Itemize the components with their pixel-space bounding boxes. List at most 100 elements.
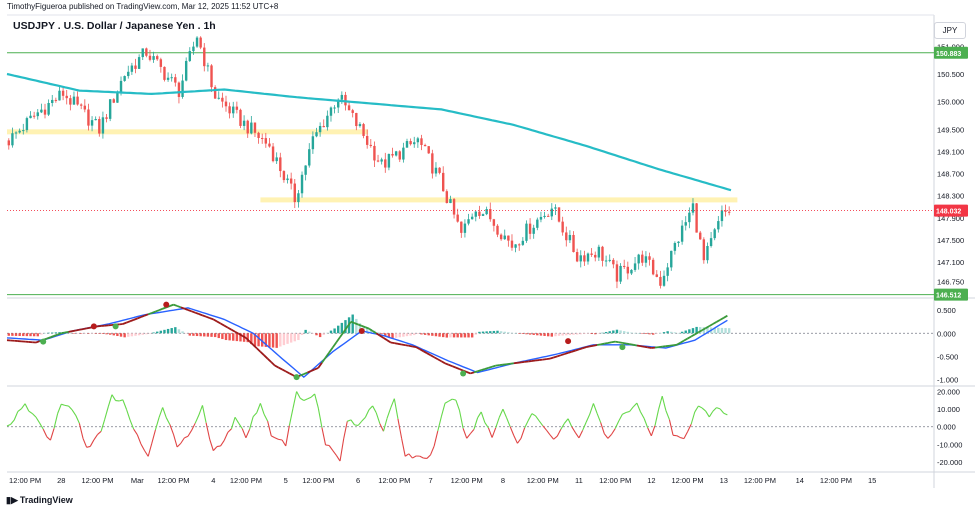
candle-body bbox=[65, 95, 68, 99]
macd-histogram-bar bbox=[36, 333, 39, 337]
macd-histogram-bar bbox=[228, 333, 231, 341]
oscillator-line-segment bbox=[162, 407, 167, 418]
oscillator-line-segment bbox=[553, 435, 558, 440]
candle-body bbox=[36, 112, 39, 117]
candle-body bbox=[184, 60, 188, 81]
macd-histogram-bar bbox=[315, 333, 318, 336]
macd-line-segment bbox=[342, 326, 349, 333]
oscillator-line-segment bbox=[216, 445, 221, 448]
candle-body bbox=[181, 80, 184, 97]
macd-axis-label: 0.000 bbox=[937, 329, 956, 338]
tradingview-logo[interactable]: ▮▶ TradingView bbox=[6, 495, 73, 506]
candle-body bbox=[431, 153, 434, 174]
macd-histogram-bar bbox=[170, 328, 173, 334]
oscillator-line-segment bbox=[133, 428, 138, 436]
candle-body bbox=[398, 151, 401, 160]
oscillator-line-segment bbox=[491, 427, 497, 438]
macd-histogram-bar bbox=[717, 327, 720, 334]
oscillator-line-segment bbox=[723, 412, 728, 416]
macd-line-segment bbox=[158, 307, 163, 312]
macd-histogram-bar bbox=[224, 333, 228, 341]
oscillator-line-segment bbox=[495, 417, 500, 428]
support-resistance-zone bbox=[7, 129, 369, 135]
macd-line-segment bbox=[593, 344, 598, 347]
macd-line-segment bbox=[194, 311, 200, 315]
candle-body bbox=[615, 264, 619, 282]
oscillator-line-segment bbox=[35, 416, 41, 424]
macd-histogram-bar bbox=[568, 333, 572, 336]
candle-body bbox=[311, 136, 315, 150]
oscillator-axis-label: 20.000 bbox=[937, 387, 960, 396]
currency-button[interactable]: JPY bbox=[934, 22, 966, 39]
macd-histogram-bar bbox=[583, 333, 586, 335]
oscillator-line-segment bbox=[86, 445, 91, 448]
macd-histogram-bar bbox=[648, 333, 651, 335]
macd-histogram-bar bbox=[536, 333, 539, 336]
oscillator-line-segment bbox=[560, 422, 565, 430]
macd-line-segment bbox=[317, 362, 323, 369]
candle-body bbox=[22, 130, 25, 132]
candle-body bbox=[246, 120, 249, 134]
macd-histogram-bar bbox=[83, 333, 87, 334]
macd-histogram-bar bbox=[626, 331, 630, 334]
macd-line-segment bbox=[133, 317, 138, 321]
macd-histogram-bar bbox=[434, 333, 438, 337]
macd-histogram-bar bbox=[300, 333, 304, 335]
oscillator-line-segment bbox=[252, 412, 258, 417]
macd-histogram-bar bbox=[206, 333, 210, 337]
oscillator-line-segment bbox=[82, 438, 88, 448]
macd-histogram-bar bbox=[127, 333, 130, 337]
candle-body bbox=[11, 133, 14, 146]
candle-body bbox=[416, 138, 420, 143]
level-price-tag bbox=[934, 46, 968, 59]
oscillator-line-segment bbox=[144, 450, 149, 457]
candle-body bbox=[655, 274, 658, 277]
candle-body bbox=[546, 215, 550, 217]
macd-line-segment bbox=[223, 324, 229, 329]
candle-body bbox=[253, 122, 257, 133]
macd-line-segment bbox=[683, 337, 689, 342]
macd-histogram-bar bbox=[184, 333, 188, 334]
macd-histogram-bar bbox=[250, 333, 253, 345]
candle-body bbox=[355, 112, 358, 127]
candle-body bbox=[442, 172, 445, 192]
oscillator-line-segment bbox=[169, 424, 175, 435]
candle-body bbox=[239, 109, 242, 126]
macd-histogram-bar bbox=[431, 333, 434, 336]
candle-body bbox=[279, 157, 282, 172]
macd-histogram-bar bbox=[586, 333, 590, 334]
oscillator-line-segment bbox=[567, 418, 573, 427]
oscillator-line-segment bbox=[506, 417, 511, 427]
candle-body bbox=[575, 252, 579, 262]
time-axis-label: 11 bbox=[575, 476, 583, 485]
macd-line-segment bbox=[470, 371, 475, 375]
macd-line-segment bbox=[216, 320, 222, 325]
candle-body bbox=[224, 101, 228, 107]
macd-line-segment bbox=[256, 347, 262, 353]
macd-axis-label: -0.500 bbox=[937, 352, 958, 361]
macd-line-segment bbox=[245, 337, 251, 342]
oscillator-line-segment bbox=[647, 427, 652, 437]
macd-line-segment bbox=[234, 330, 240, 335]
macd-histogram-bar bbox=[489, 331, 492, 334]
macd-histogram-bar bbox=[177, 329, 181, 334]
macd-line-segment bbox=[278, 366, 283, 371]
macd-histogram-bar bbox=[565, 333, 568, 336]
candle-body bbox=[536, 219, 539, 228]
oscillator-line-segment bbox=[513, 435, 518, 444]
macd-line-segment bbox=[708, 323, 714, 327]
macd-histogram-bar bbox=[130, 333, 134, 337]
candle-body bbox=[137, 57, 141, 69]
macd-histogram-bar bbox=[619, 330, 622, 334]
macd-histogram-bar bbox=[141, 333, 144, 335]
candle-body bbox=[195, 37, 199, 47]
oscillator-line-segment bbox=[650, 425, 656, 437]
oscillator-line-segment bbox=[165, 417, 171, 425]
macd-histogram-bar bbox=[391, 333, 394, 339]
macd-histogram-bar bbox=[166, 328, 170, 334]
oscillator-line-segment bbox=[661, 396, 667, 411]
macd-line-segment bbox=[437, 358, 442, 363]
oscillator-line-segment bbox=[223, 432, 229, 441]
macd-line-segment bbox=[643, 345, 648, 349]
